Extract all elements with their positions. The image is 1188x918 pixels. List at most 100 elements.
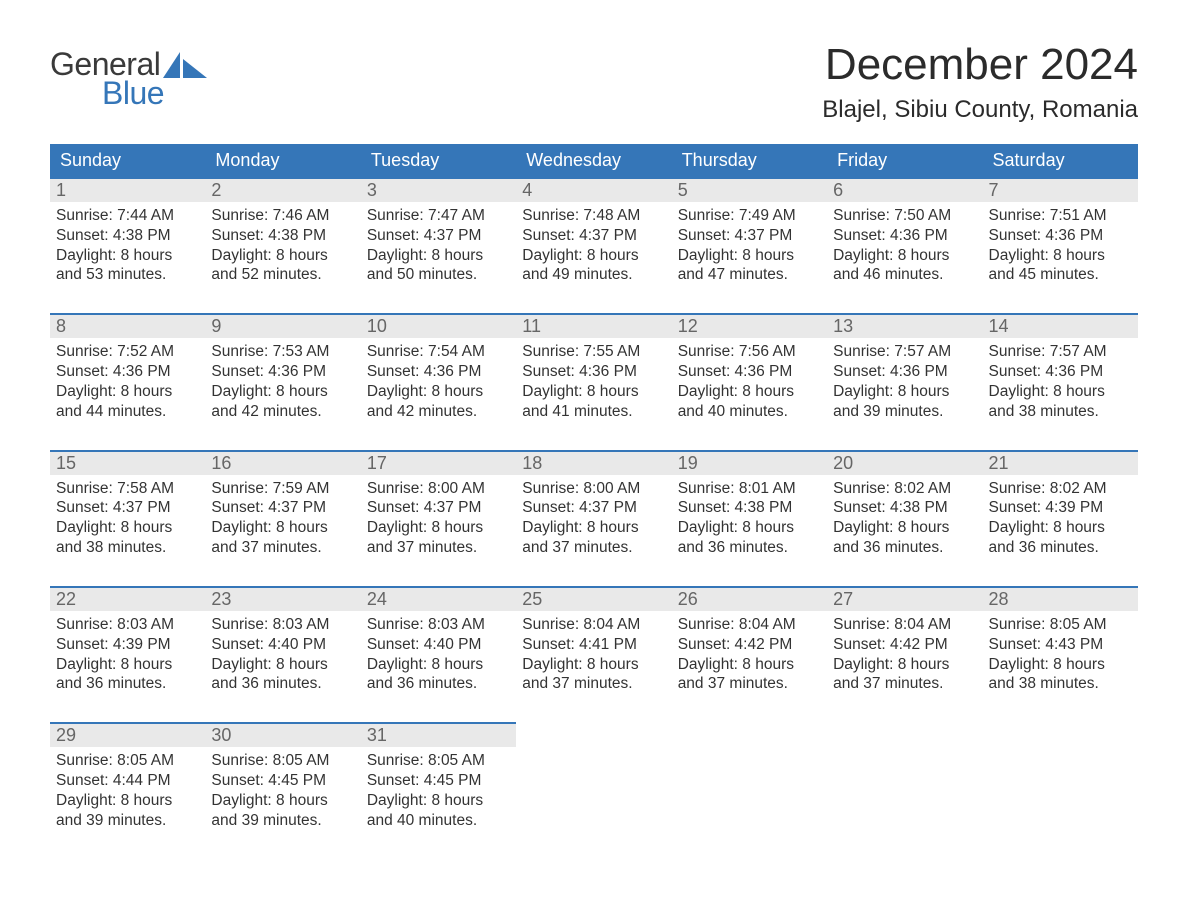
daylight-line-2: and 36 minutes. xyxy=(989,538,1132,558)
daylight-line-2: and 39 minutes. xyxy=(833,402,976,422)
day-number: 2 xyxy=(205,179,360,202)
sunrise-line: Sunrise: 8:00 AM xyxy=(367,479,510,499)
day-number: 16 xyxy=(205,452,360,475)
sunset-line: Sunset: 4:45 PM xyxy=(211,771,354,791)
daylight-line-2: and 42 minutes. xyxy=(211,402,354,422)
day-body: Sunrise: 7:54 AMSunset: 4:36 PMDaylight:… xyxy=(367,342,510,421)
sunrise-line: Sunrise: 7:58 AM xyxy=(56,479,199,499)
sunrise-line: Sunrise: 8:03 AM xyxy=(367,615,510,635)
sunset-line: Sunset: 4:38 PM xyxy=(678,498,821,518)
sunset-line: Sunset: 4:42 PM xyxy=(678,635,821,655)
sunset-line: Sunset: 4:37 PM xyxy=(367,498,510,518)
daylight-line-1: Daylight: 8 hours xyxy=(367,655,510,675)
day-body: Sunrise: 7:56 AMSunset: 4:36 PMDaylight:… xyxy=(678,342,821,421)
daylight-line-2: and 37 minutes. xyxy=(522,674,665,694)
day-cell: 15Sunrise: 7:58 AMSunset: 4:37 PMDayligh… xyxy=(50,451,205,587)
sunrise-line: Sunrise: 7:51 AM xyxy=(989,206,1132,226)
sunrise-line: Sunrise: 8:03 AM xyxy=(211,615,354,635)
day-cell: 23Sunrise: 8:03 AMSunset: 4:40 PMDayligh… xyxy=(205,587,360,723)
daylight-line-1: Daylight: 8 hours xyxy=(522,655,665,675)
day-body: Sunrise: 8:03 AMSunset: 4:40 PMDaylight:… xyxy=(367,615,510,694)
daylight-line-1: Daylight: 8 hours xyxy=(56,382,199,402)
daylight-line-2: and 39 minutes. xyxy=(211,811,354,831)
title-block: December 2024 Blajel, Sibiu County, Roma… xyxy=(822,40,1138,138)
sunrise-line: Sunrise: 7:55 AM xyxy=(522,342,665,362)
sunset-line: Sunset: 4:37 PM xyxy=(56,498,199,518)
daylight-line-2: and 47 minutes. xyxy=(678,265,821,285)
day-body: Sunrise: 8:02 AMSunset: 4:38 PMDaylight:… xyxy=(833,479,976,558)
daylight-line-1: Daylight: 8 hours xyxy=(56,791,199,811)
sunrise-line: Sunrise: 7:44 AM xyxy=(56,206,199,226)
daylight-line-2: and 42 minutes. xyxy=(367,402,510,422)
day-cell: 13Sunrise: 7:57 AMSunset: 4:36 PMDayligh… xyxy=(827,314,982,450)
week-row: 1Sunrise: 7:44 AMSunset: 4:38 PMDaylight… xyxy=(50,178,1138,314)
daylight-line-1: Daylight: 8 hours xyxy=(833,382,976,402)
sunset-line: Sunset: 4:36 PM xyxy=(989,226,1132,246)
dow-wed: Wednesday xyxy=(516,144,671,178)
day-cell: 10 Sunrise: 7:54 AMSunset: 4:36 PMDayligh… xyxy=(361,314,516,450)
daylight-line-2: and 37 minutes. xyxy=(678,674,821,694)
day-number: 31 xyxy=(361,724,516,747)
daylight-line-2: and 44 minutes. xyxy=(56,402,199,422)
day-of-week-row: Sunday Monday Tuesday Wednesday Thursday… xyxy=(50,144,1138,178)
day-cell: 6Sunrise: 7:50 AMSunset: 4:36 PMDaylight… xyxy=(827,178,982,314)
daylight-line-2: and 37 minutes. xyxy=(522,538,665,558)
day-cell: 11Sunrise: 7:55 AMSunset: 4:36 PMDayligh… xyxy=(516,314,671,450)
day-number: 10 xyxy=(361,315,516,338)
day-cell xyxy=(983,723,1138,858)
day-number: 14 xyxy=(983,315,1138,338)
day-cell: 27Sunrise: 8:04 AMSunset: 4:42 PMDayligh… xyxy=(827,587,982,723)
sunrise-line: Sunrise: 8:05 AM xyxy=(211,751,354,771)
daylight-line-2: and 38 minutes. xyxy=(989,402,1132,422)
daylight-line-2: and 38 minutes. xyxy=(989,674,1132,694)
sunset-line: Sunset: 4:37 PM xyxy=(522,226,665,246)
sunrise-line: Sunrise: 8:04 AM xyxy=(522,615,665,635)
sunset-line: Sunset: 4:36 PM xyxy=(522,362,665,382)
sunset-line: Sunset: 4:36 PM xyxy=(211,362,354,382)
daylight-line-1: Daylight: 8 hours xyxy=(833,518,976,538)
day-number: 9 xyxy=(205,315,360,338)
sunset-line: Sunset: 4:39 PM xyxy=(989,498,1132,518)
daylight-line-2: and 50 minutes. xyxy=(367,265,510,285)
day-number: 3 xyxy=(361,179,516,202)
day-cell: 20 Sunrise: 8:02 AMSunset: 4:38 PMDayligh… xyxy=(827,451,982,587)
sunset-line: Sunset: 4:38 PM xyxy=(211,226,354,246)
daylight-line-1: Daylight: 8 hours xyxy=(833,246,976,266)
sunrise-line: Sunrise: 8:05 AM xyxy=(989,615,1132,635)
day-cell: 18Sunrise: 8:00 AMSunset: 4:37 PMDayligh… xyxy=(516,451,671,587)
day-number: 20 xyxy=(827,452,982,475)
day-number: 7 xyxy=(983,179,1138,202)
sunrise-line: Sunrise: 7:54 AM xyxy=(367,342,510,362)
week-row: 8Sunrise: 7:52 AMSunset: 4:36 PMDaylight… xyxy=(50,314,1138,450)
day-body: Sunrise: 8:03 AMSunset: 4:39 PMDaylight:… xyxy=(56,615,199,694)
dow-mon: Monday xyxy=(205,144,360,178)
sunrise-line: Sunrise: 7:56 AM xyxy=(678,342,821,362)
sunrise-line: Sunrise: 8:05 AM xyxy=(367,751,510,771)
day-body: Sunrise: 8:00 AMSunset: 4:37 PMDaylight:… xyxy=(522,479,665,558)
daylight-line-1: Daylight: 8 hours xyxy=(56,246,199,266)
day-body: Sunrise: 7:47 AMSunset: 4:37 PMDaylight:… xyxy=(367,206,510,285)
calendar-table: Sunday Monday Tuesday Wednesday Thursday… xyxy=(50,144,1138,859)
day-cell: 4Sunrise: 7:48 AMSunset: 4:37 PMDaylight… xyxy=(516,178,671,314)
daylight-line-1: Daylight: 8 hours xyxy=(211,518,354,538)
daylight-line-2: and 37 minutes. xyxy=(367,538,510,558)
day-cell: 26Sunrise: 8:04 AMSunset: 4:42 PMDayligh… xyxy=(672,587,827,723)
day-body: Sunrise: 7:48 AMSunset: 4:37 PMDaylight:… xyxy=(522,206,665,285)
sunrise-line: Sunrise: 7:46 AM xyxy=(211,206,354,226)
day-number: 13 xyxy=(827,315,982,338)
day-cell: 19Sunrise: 8:01 AMSunset: 4:38 PMDayligh… xyxy=(672,451,827,587)
sunset-line: Sunset: 4:40 PM xyxy=(367,635,510,655)
day-cell: 1Sunrise: 7:44 AMSunset: 4:38 PMDaylight… xyxy=(50,178,205,314)
day-cell: 17Sunrise: 8:00 AMSunset: 4:37 PMDayligh… xyxy=(361,451,516,587)
day-cell xyxy=(672,723,827,858)
week-row: 29Sunrise: 8:05 AMSunset: 4:44 PMDayligh… xyxy=(50,723,1138,858)
day-number: 21 xyxy=(983,452,1138,475)
sunset-line: Sunset: 4:41 PM xyxy=(522,635,665,655)
daylight-line-1: Daylight: 8 hours xyxy=(367,382,510,402)
daylight-line-2: and 40 minutes. xyxy=(678,402,821,422)
sunset-line: Sunset: 4:40 PM xyxy=(211,635,354,655)
day-cell xyxy=(516,723,671,858)
day-number: 27 xyxy=(827,588,982,611)
week-row: 15Sunrise: 7:58 AMSunset: 4:37 PMDayligh… xyxy=(50,451,1138,587)
day-number: 23 xyxy=(205,588,360,611)
